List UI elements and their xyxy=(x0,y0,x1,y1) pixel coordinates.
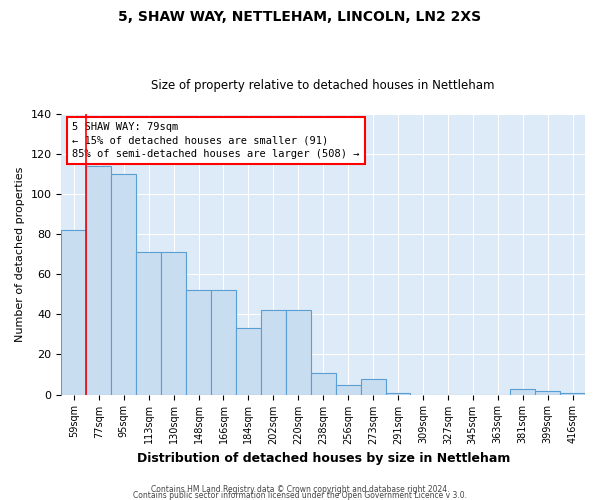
Bar xyxy=(311,372,335,394)
Bar xyxy=(560,392,585,394)
Bar xyxy=(111,174,136,394)
Text: Contains HM Land Registry data © Crown copyright and database right 2024.: Contains HM Land Registry data © Crown c… xyxy=(151,484,449,494)
Bar xyxy=(61,230,86,394)
Bar xyxy=(236,328,261,394)
Text: Contains public sector information licensed under the Open Government Licence v : Contains public sector information licen… xyxy=(133,490,467,500)
Bar xyxy=(286,310,311,394)
Bar xyxy=(335,384,361,394)
Bar xyxy=(136,252,161,394)
Text: 5, SHAW WAY, NETTLEHAM, LINCOLN, LN2 2XS: 5, SHAW WAY, NETTLEHAM, LINCOLN, LN2 2XS xyxy=(118,10,482,24)
Bar xyxy=(261,310,286,394)
Bar xyxy=(535,390,560,394)
Title: Size of property relative to detached houses in Nettleham: Size of property relative to detached ho… xyxy=(151,79,495,92)
Bar xyxy=(86,166,111,394)
X-axis label: Distribution of detached houses by size in Nettleham: Distribution of detached houses by size … xyxy=(137,452,510,465)
Bar xyxy=(161,252,186,394)
Bar xyxy=(211,290,236,395)
Bar xyxy=(186,290,211,395)
Text: 5 SHAW WAY: 79sqm
← 15% of detached houses are smaller (91)
85% of semi-detached: 5 SHAW WAY: 79sqm ← 15% of detached hous… xyxy=(72,122,359,159)
Bar xyxy=(510,388,535,394)
Bar xyxy=(361,378,386,394)
Y-axis label: Number of detached properties: Number of detached properties xyxy=(15,166,25,342)
Bar xyxy=(386,392,410,394)
